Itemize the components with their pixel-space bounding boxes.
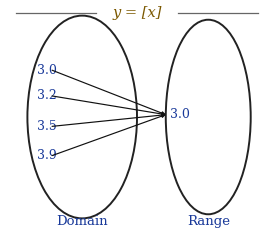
Text: y = [x]: y = [x] — [112, 6, 162, 20]
Text: 3.9: 3.9 — [37, 149, 57, 162]
Text: 3.5: 3.5 — [37, 120, 57, 133]
Text: 3.2: 3.2 — [37, 89, 57, 102]
Text: 3.0: 3.0 — [37, 64, 57, 77]
Text: Domain: Domain — [56, 215, 108, 228]
Text: Range: Range — [187, 215, 230, 228]
Text: 3.0: 3.0 — [170, 108, 190, 121]
